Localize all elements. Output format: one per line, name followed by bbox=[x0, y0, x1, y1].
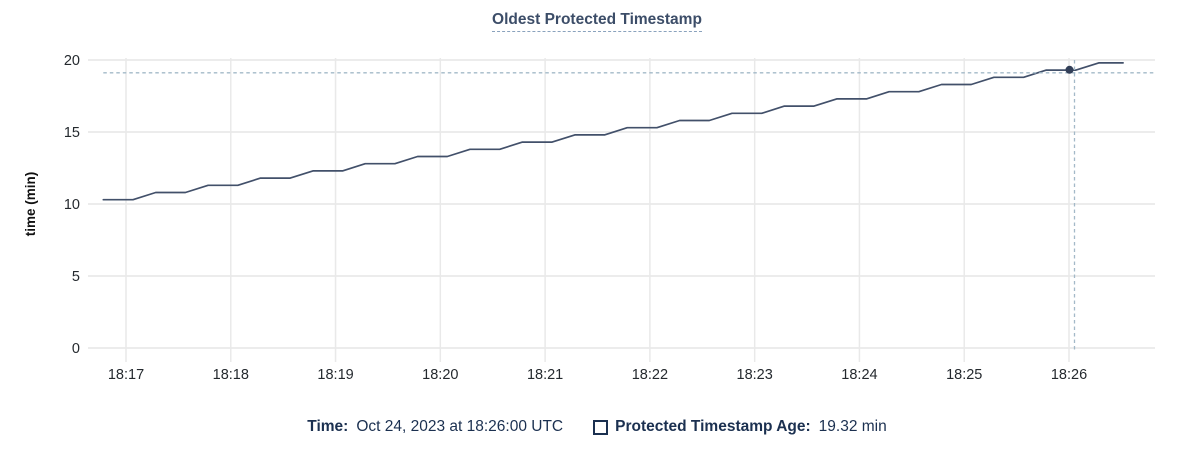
series-label: Protected Timestamp Age: bbox=[615, 418, 811, 435]
x-tick-label: 18:26 bbox=[1051, 367, 1087, 383]
legend-checkbox-icon[interactable] bbox=[593, 419, 609, 435]
x-tick-label: 18:20 bbox=[422, 367, 458, 383]
x-tick-label: 18:18 bbox=[213, 367, 249, 383]
chart-title-row: Oldest Protected Timestamp bbox=[0, 11, 1194, 32]
x-tick-label: 18:19 bbox=[317, 367, 353, 383]
time-value: Oct 24, 2023 at 18:26:00 UTC bbox=[356, 418, 564, 435]
time-label: Time: bbox=[307, 418, 349, 435]
y-axis-title: time (min) bbox=[23, 172, 38, 237]
y-tick-label: 5 bbox=[72, 269, 80, 285]
time-readout: Time: Oct 24, 2023 at 18:26:00 UTC bbox=[307, 418, 563, 436]
x-tick-label: 18:17 bbox=[108, 367, 144, 383]
chart-plot-area[interactable]: 20 15 10 5 0 18:17 18:18 18:19 18:20 18:21 18:22 18… bbox=[0, 0, 1194, 408]
chart-title[interactable]: Oldest Protected Timestamp bbox=[492, 11, 702, 32]
series-line-protected-timestamp-age bbox=[102, 62, 1124, 201]
hover-readout: Time: Oct 24, 2023 at 18:26:00 UTC Prote… bbox=[0, 418, 1194, 436]
x-tick-label: 18:22 bbox=[632, 367, 668, 383]
series-value: 19.32 min bbox=[818, 418, 887, 435]
y-tick-label: 0 bbox=[72, 341, 80, 357]
y-tick-label: 10 bbox=[64, 197, 80, 213]
x-tick-label: 18:23 bbox=[737, 367, 773, 383]
legend-item-protected-timestamp-age[interactable]: Protected Timestamp Age: 19.32 min bbox=[593, 418, 887, 436]
x-tick-label: 18:24 bbox=[841, 367, 877, 383]
hover-point-dot bbox=[1065, 65, 1074, 74]
x-tick-label: 18:25 bbox=[946, 367, 982, 383]
x-tick-label: 18:21 bbox=[527, 367, 563, 383]
y-tick-label: 20 bbox=[64, 53, 80, 69]
y-tick-label: 15 bbox=[64, 125, 80, 141]
